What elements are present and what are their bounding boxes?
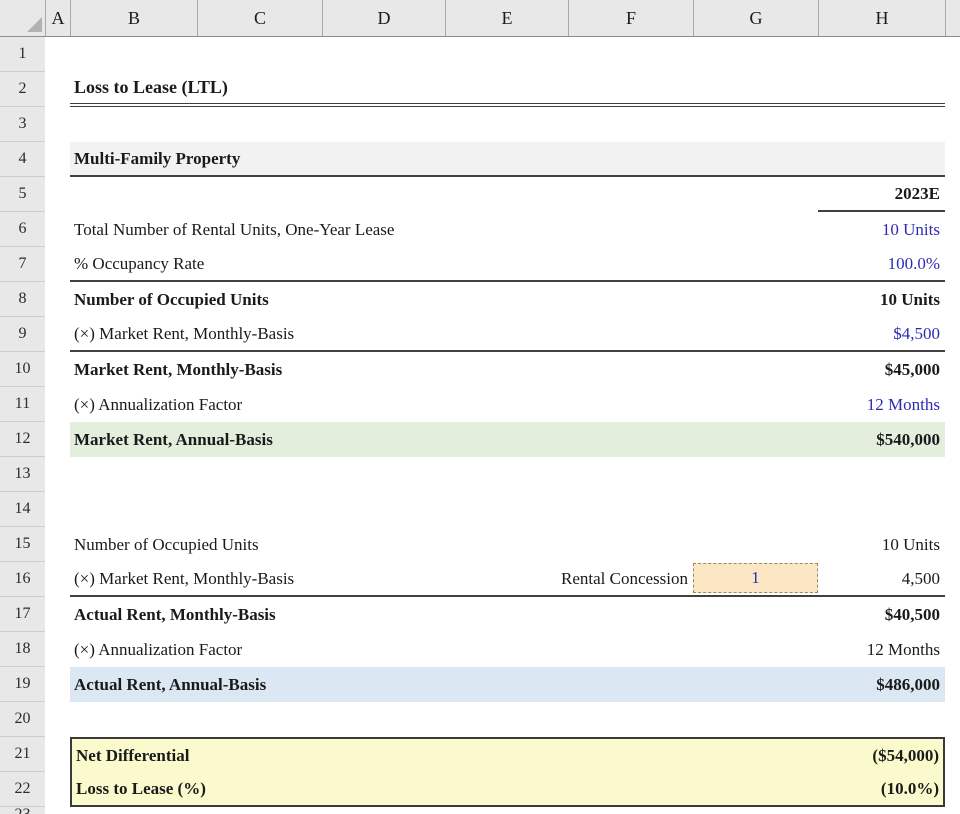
cell-h12-value[interactable]: $540,000 xyxy=(876,429,940,449)
row-header-12[interactable]: 12 xyxy=(0,422,45,457)
cell-h16-value[interactable]: 4,500 xyxy=(901,568,940,588)
cell-b22-label[interactable]: Loss to Lease (%) xyxy=(76,778,206,798)
cell-b21-label[interactable]: Net Differential xyxy=(76,745,190,765)
cell-h11-value[interactable]: 12 Months xyxy=(866,394,940,414)
cell-b9-label[interactable]: (×) Market Rent, Monthly-Basis xyxy=(74,323,295,343)
cell-b16-label[interactable]: (×) Market Rent, Monthly-Basis xyxy=(74,568,295,588)
section-header-row: Multi-Family Property xyxy=(70,142,945,177)
cell-b7-label[interactable]: % Occupancy Rate xyxy=(74,253,205,273)
cell-h6-value[interactable]: 10 Units xyxy=(881,219,940,239)
column-header-e[interactable]: E xyxy=(445,0,568,36)
column-header-b[interactable]: B xyxy=(70,0,197,36)
cell-b15-label[interactable]: Number of Occupied Units xyxy=(74,534,259,554)
cell-h15-value[interactable]: 10 Units xyxy=(881,534,940,554)
select-all-triangle-icon xyxy=(27,17,42,32)
cell-b6-label[interactable]: Total Number of Rental Units, One-Year L… xyxy=(74,219,395,239)
column-header-c[interactable]: C xyxy=(197,0,322,36)
row-net-differential: Net Differential ($54,000) xyxy=(72,739,943,772)
rental-concession-input-cell[interactable]: 1 xyxy=(693,563,818,593)
row-header-2[interactable]: 2 xyxy=(0,72,45,107)
summary-box: Net Differential ($54,000) Loss to Lease… xyxy=(70,737,945,807)
row-header-7[interactable]: 7 xyxy=(0,247,45,282)
row-occupied-units: Number of Occupied Units 10 Units xyxy=(70,282,945,317)
row-header-22[interactable]: 22 xyxy=(0,772,45,807)
row-header-15[interactable]: 15 xyxy=(0,527,45,562)
cell-h10-value[interactable]: $45,000 xyxy=(884,359,940,379)
row-total-rental-units: Total Number of Rental Units, One-Year L… xyxy=(70,212,945,247)
rental-concession-value: 1 xyxy=(751,568,760,587)
select-all-button[interactable] xyxy=(0,0,45,36)
row-header-13[interactable]: 13 xyxy=(0,457,45,492)
cell-h22-value[interactable]: (10.0%) xyxy=(880,778,939,798)
row-annualization-factor-actual: (×) Annualization Factor 12 Months xyxy=(70,632,945,667)
row-actual-rent-monthly: Actual Rent, Monthly-Basis $40,500 xyxy=(70,597,945,632)
column-header-f[interactable]: F xyxy=(568,0,693,36)
cell-b8-label[interactable]: Number of Occupied Units xyxy=(74,289,269,309)
cell-h9-value[interactable]: $4,500 xyxy=(893,323,940,343)
cell-h8-value[interactable]: 10 Units xyxy=(880,289,940,309)
cell-b17-label[interactable]: Actual Rent, Monthly-Basis xyxy=(74,604,276,624)
cell-h21-value[interactable]: ($54,000) xyxy=(872,745,939,765)
column-header-bar: A B C D E F G H xyxy=(0,0,960,37)
row-market-rent-annual: Market Rent, Annual-Basis $540,000 xyxy=(70,422,945,457)
section-header[interactable]: Multi-Family Property xyxy=(74,148,241,168)
cell-h7-value[interactable]: 100.0% xyxy=(887,253,940,273)
row-header-3[interactable]: 3 xyxy=(0,107,45,142)
row-market-rent-monthly: Market Rent, Monthly-Basis $45,000 xyxy=(70,352,945,387)
row-header-17[interactable]: 17 xyxy=(0,597,45,632)
row-loss-to-lease-pct: Loss to Lease (%) (10.0%) xyxy=(72,772,943,805)
sheet-title[interactable]: Loss to Lease (LTL) xyxy=(74,77,228,97)
column-header-partial[interactable] xyxy=(945,0,960,36)
cell-b18-label[interactable]: (×) Annualization Factor xyxy=(74,639,243,659)
row-market-rent-monthly-actual: (×) Market Rent, Monthly-Basis Rental Co… xyxy=(70,562,945,597)
cell-b19-label[interactable]: Actual Rent, Annual-Basis xyxy=(74,674,267,694)
row-header-column: 1 2 3 4 5 6 7 8 9 10 11 12 13 14 15 16 1… xyxy=(0,37,45,814)
cell-b11-label[interactable]: (×) Annualization Factor xyxy=(74,394,243,414)
row-header-14[interactable]: 14 xyxy=(0,492,45,527)
period-header-cell[interactable]: 2023E xyxy=(818,177,945,212)
row-header-16[interactable]: 16 xyxy=(0,562,45,597)
cell-h17-value[interactable]: $40,500 xyxy=(884,604,940,624)
row-header-4[interactable]: 4 xyxy=(0,142,45,177)
row-header-23[interactable]: 23 xyxy=(0,807,45,814)
rental-concession-label[interactable]: Rental Concession xyxy=(560,568,688,588)
row-header-11[interactable]: 11 xyxy=(0,387,45,422)
row-header-21[interactable]: 21 xyxy=(0,737,45,772)
row-header-20[interactable]: 20 xyxy=(0,702,45,737)
row-header-8[interactable]: 8 xyxy=(0,282,45,317)
row-occupied-units-actual: Number of Occupied Units 10 Units xyxy=(70,527,945,562)
column-header-a[interactable]: A xyxy=(45,0,70,36)
row-annualization-factor-market: (×) Annualization Factor 12 Months xyxy=(70,387,945,422)
row-header-10[interactable]: 10 xyxy=(0,352,45,387)
row-header-1[interactable]: 1 xyxy=(0,37,45,72)
row-occupancy-rate: % Occupancy Rate 100.0% xyxy=(70,247,945,282)
cell-b10-label[interactable]: Market Rent, Monthly-Basis xyxy=(74,359,283,379)
cell-h18-value[interactable]: 12 Months xyxy=(866,639,940,659)
cell-b12-label[interactable]: Market Rent, Annual-Basis xyxy=(74,429,273,449)
column-header-g[interactable]: G xyxy=(693,0,818,36)
sheet-title-row: Loss to Lease (LTL) xyxy=(70,72,945,107)
cell-h19-value[interactable]: $486,000 xyxy=(876,674,940,694)
row-header-5[interactable]: 5 xyxy=(0,177,45,212)
row-header-9[interactable]: 9 xyxy=(0,317,45,352)
row-market-rent-monthly-input: (×) Market Rent, Monthly-Basis $4,500 xyxy=(70,317,945,352)
column-header-d[interactable]: D xyxy=(322,0,445,36)
column-header-h[interactable]: H xyxy=(818,0,945,36)
row-header-18[interactable]: 18 xyxy=(0,632,45,667)
row-header-19[interactable]: 19 xyxy=(0,667,45,702)
row-header-6[interactable]: 6 xyxy=(0,212,45,247)
row-actual-rent-annual: Actual Rent, Annual-Basis $486,000 xyxy=(70,667,945,702)
